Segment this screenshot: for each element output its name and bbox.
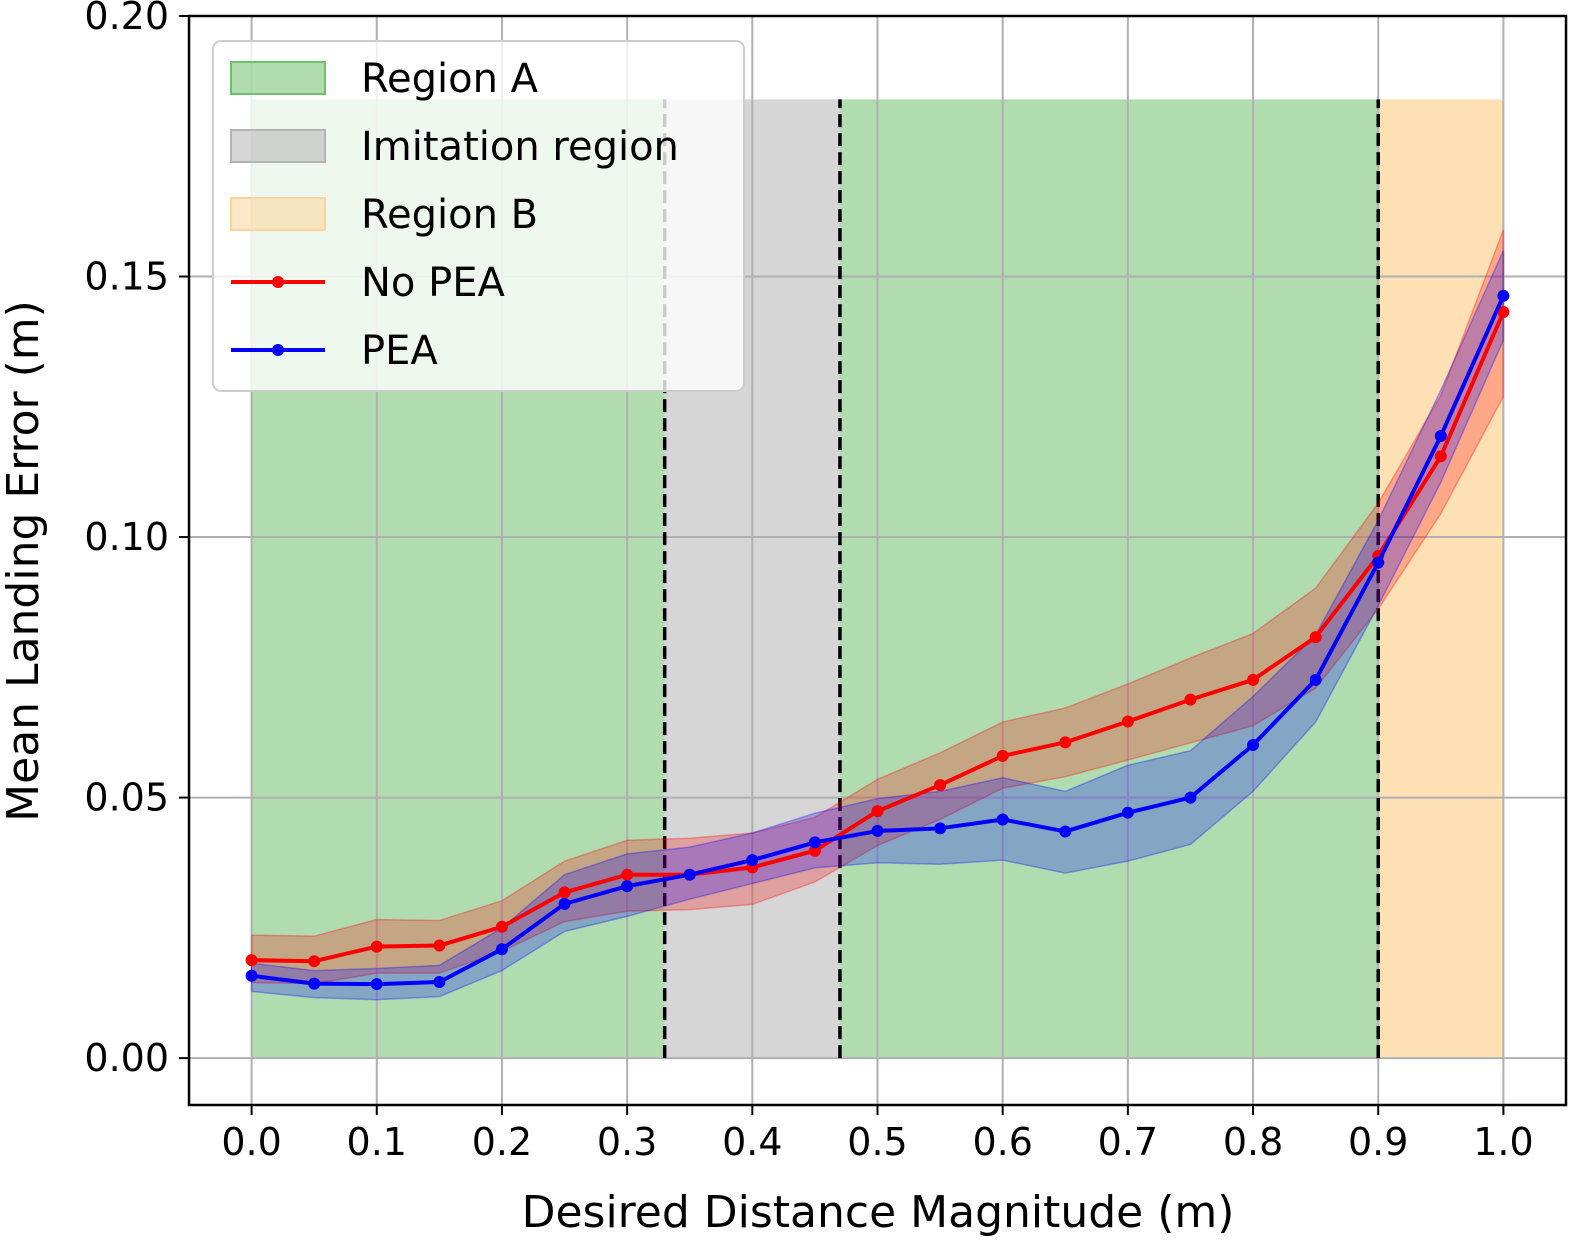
legend-swatch-region-b [230, 197, 326, 231]
point-pea-14 [1121, 806, 1134, 819]
y-tick-label-4: 0.20 [84, 0, 169, 38]
point-pea-1 [308, 977, 321, 990]
point-pea-12 [996, 813, 1009, 826]
point-no-pea-16 [1247, 673, 1260, 686]
point-pea-9 [808, 836, 821, 849]
legend: Region A Imitation region Region B No PEA PE… [212, 40, 745, 392]
point-pea-11 [934, 822, 947, 835]
legend-marker-pea [272, 344, 284, 356]
point-pea-6 [621, 880, 634, 893]
point-pea-15 [1184, 791, 1197, 804]
legend-label-pea: PEA [361, 328, 438, 374]
point-pea-10 [871, 824, 884, 837]
point-no-pea-19 [1434, 450, 1447, 463]
x-axis-label: Desired Distance Magnitude (m) [522, 1187, 1235, 1238]
point-no-pea-4 [495, 920, 508, 933]
legend-label-region-b: Region B [361, 192, 538, 238]
band-pea [250, 250, 1505, 1001]
point-pea-7 [683, 868, 696, 881]
point-no-pea-2 [370, 940, 383, 953]
point-pea-5 [558, 897, 571, 910]
x-tick-label-10: 1.0 [1473, 1120, 1533, 1164]
point-no-pea-20 [1497, 305, 1510, 318]
y-tick-label-1: 0.05 [84, 776, 169, 820]
region-region-a-2 [839, 99, 1379, 1059]
legend-label-no-pea: No PEA [361, 260, 506, 306]
x-tick-label-7: 0.7 [1098, 1120, 1158, 1164]
legend-label-imitation-region: Imitation region [361, 124, 679, 170]
point-no-pea-6 [621, 868, 634, 881]
point-no-pea-3 [433, 939, 446, 952]
point-pea-17 [1309, 673, 1322, 686]
point-no-pea-1 [308, 955, 321, 968]
point-no-pea-12 [996, 749, 1009, 762]
point-pea-4 [495, 943, 508, 956]
point-no-pea-13 [1059, 736, 1072, 749]
legend-box [212, 40, 745, 392]
point-pea-13 [1059, 825, 1072, 838]
point-no-pea-10 [871, 805, 884, 818]
point-pea-18 [1372, 556, 1385, 569]
point-no-pea-14 [1121, 715, 1134, 728]
x-tick-label-0: 0.0 [221, 1120, 281, 1164]
point-no-pea-0 [245, 954, 258, 967]
y-axis-label: Mean Landing Error (m) [0, 300, 49, 822]
y-tick-label-2: 0.10 [84, 515, 169, 559]
x-tick-label-8: 0.8 [1223, 1120, 1283, 1164]
x-tick-label-9: 0.9 [1348, 1120, 1408, 1164]
region-region-b-3 [1378, 99, 1504, 1059]
point-pea-20 [1497, 289, 1510, 302]
y-axis-ticks: 0.00 0.05 0.10 0.15 0.20 [84, 0, 189, 1080]
point-pea-2 [370, 978, 383, 991]
point-pea-3 [433, 976, 446, 989]
legend-label-region-a: Region A [361, 56, 539, 102]
point-no-pea-15 [1184, 693, 1197, 706]
x-tick-label-3: 0.3 [597, 1120, 657, 1164]
y-tick-label-0: 0.00 [84, 1036, 169, 1080]
point-no-pea-17 [1309, 631, 1322, 644]
series-lines [245, 289, 1510, 991]
legend-swatch-imitation-region [230, 129, 326, 163]
point-no-pea-5 [558, 886, 571, 899]
x-axis-ticks: 0.0 0.1 0.2 0.3 0.4 0.5 0.6 0.7 0.8 0.9 1.0 [221, 1105, 1534, 1164]
y-tick-label-3: 0.15 [84, 255, 169, 299]
x-tick-label-1: 0.1 [347, 1120, 407, 1164]
x-tick-label-6: 0.6 [972, 1120, 1032, 1164]
point-no-pea-11 [934, 779, 947, 792]
legend-marker-no-pea [272, 276, 284, 288]
x-tick-label-5: 0.5 [847, 1120, 907, 1164]
x-tick-label-4: 0.4 [722, 1120, 782, 1164]
point-pea-19 [1434, 429, 1447, 442]
point-no-pea-9 [808, 844, 821, 857]
x-tick-label-2: 0.2 [472, 1120, 532, 1164]
legend-swatch-region-a [230, 61, 326, 95]
point-pea-8 [746, 854, 759, 867]
point-pea-16 [1247, 738, 1260, 751]
point-pea-0 [245, 969, 258, 982]
